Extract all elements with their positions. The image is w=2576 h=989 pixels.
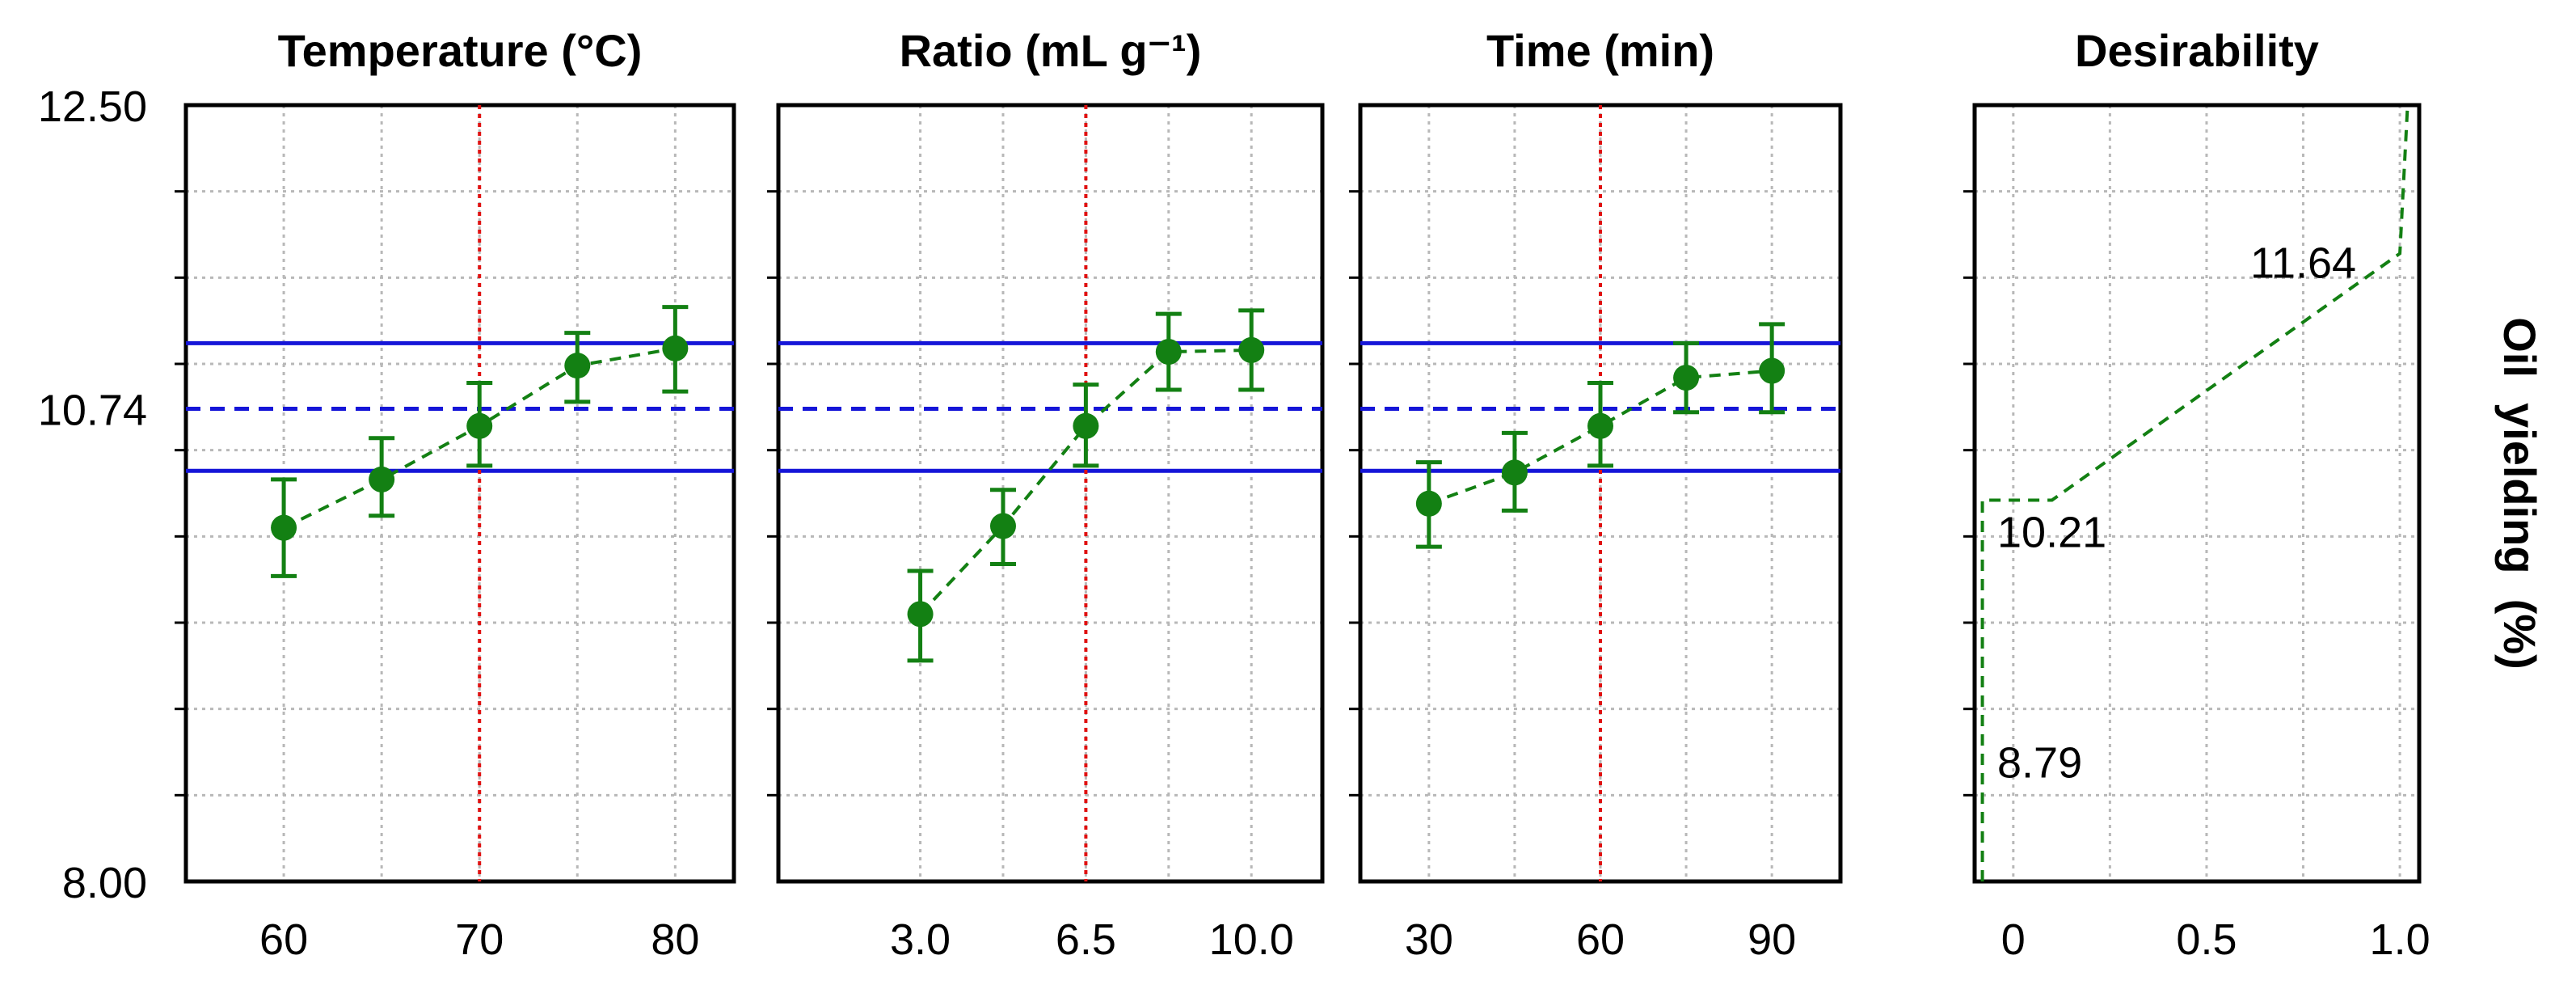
y-axis-label: Oil yielding (%) xyxy=(2494,317,2545,670)
panel2-data-point xyxy=(1501,459,1528,486)
panel2-data-point xyxy=(1587,412,1613,439)
panel0-xtick-label: 70 xyxy=(455,915,504,964)
panel2-xtick-label: 90 xyxy=(1748,915,1796,964)
panel0-title: Temperature (°C) xyxy=(278,25,643,76)
panel2-xtick-label: 30 xyxy=(1405,915,1453,964)
desirability-annotation: 8.79 xyxy=(1997,738,2082,787)
panel2-data-point xyxy=(1673,365,1700,391)
panel1-data-point xyxy=(989,513,1016,539)
panel2-profile-line xyxy=(1428,369,1773,505)
desirability-xtick-label: 1.0 xyxy=(2370,915,2431,964)
panel1-data-point xyxy=(1155,339,1182,366)
desirability-frame xyxy=(1972,103,2422,884)
panel0-frame xyxy=(183,103,736,884)
panel1-xtick-label: 3.0 xyxy=(890,915,951,964)
panel0-data-point xyxy=(662,335,689,361)
panel2-xtick-label: 60 xyxy=(1576,915,1625,964)
desirability-annotation: 10.21 xyxy=(1997,509,2106,557)
y-tick-label: 10.74 xyxy=(38,386,147,434)
panel0-data-point xyxy=(369,466,395,492)
desirability-xtick-label: 0.5 xyxy=(2176,915,2237,964)
panel0-data-point xyxy=(466,412,493,439)
panel1-xtick-label: 6.5 xyxy=(1056,915,1116,964)
panel0-data-point xyxy=(271,514,297,541)
y-tick-label: 12.50 xyxy=(38,82,147,131)
panel1-data-point xyxy=(1238,336,1265,363)
panel2-data-point xyxy=(1415,490,1442,517)
desirability-title: Desirability xyxy=(2075,25,2319,76)
desirability-annotation: 11.64 xyxy=(2250,239,2356,287)
panel1-title: Ratio (mL g⁻¹) xyxy=(900,25,1202,76)
panel1-xtick-label: 10.0 xyxy=(1209,915,1294,964)
panel1-data-point xyxy=(907,601,934,628)
desirability-xtick-label: 0 xyxy=(2001,915,2026,964)
panel0-data-point xyxy=(564,353,591,379)
y-tick-label: 8.00 xyxy=(62,859,147,907)
panel2-data-point xyxy=(1759,357,1785,384)
panel1-profile-line xyxy=(919,348,1252,615)
panel0-xtick-label: 80 xyxy=(651,915,699,964)
panel1-data-point xyxy=(1073,412,1099,439)
panel2-title: Time (min) xyxy=(1486,25,1714,76)
panel0-xtick-label: 60 xyxy=(259,915,308,964)
desirability-curve xyxy=(1980,104,2409,881)
panel1-frame xyxy=(776,103,1325,884)
